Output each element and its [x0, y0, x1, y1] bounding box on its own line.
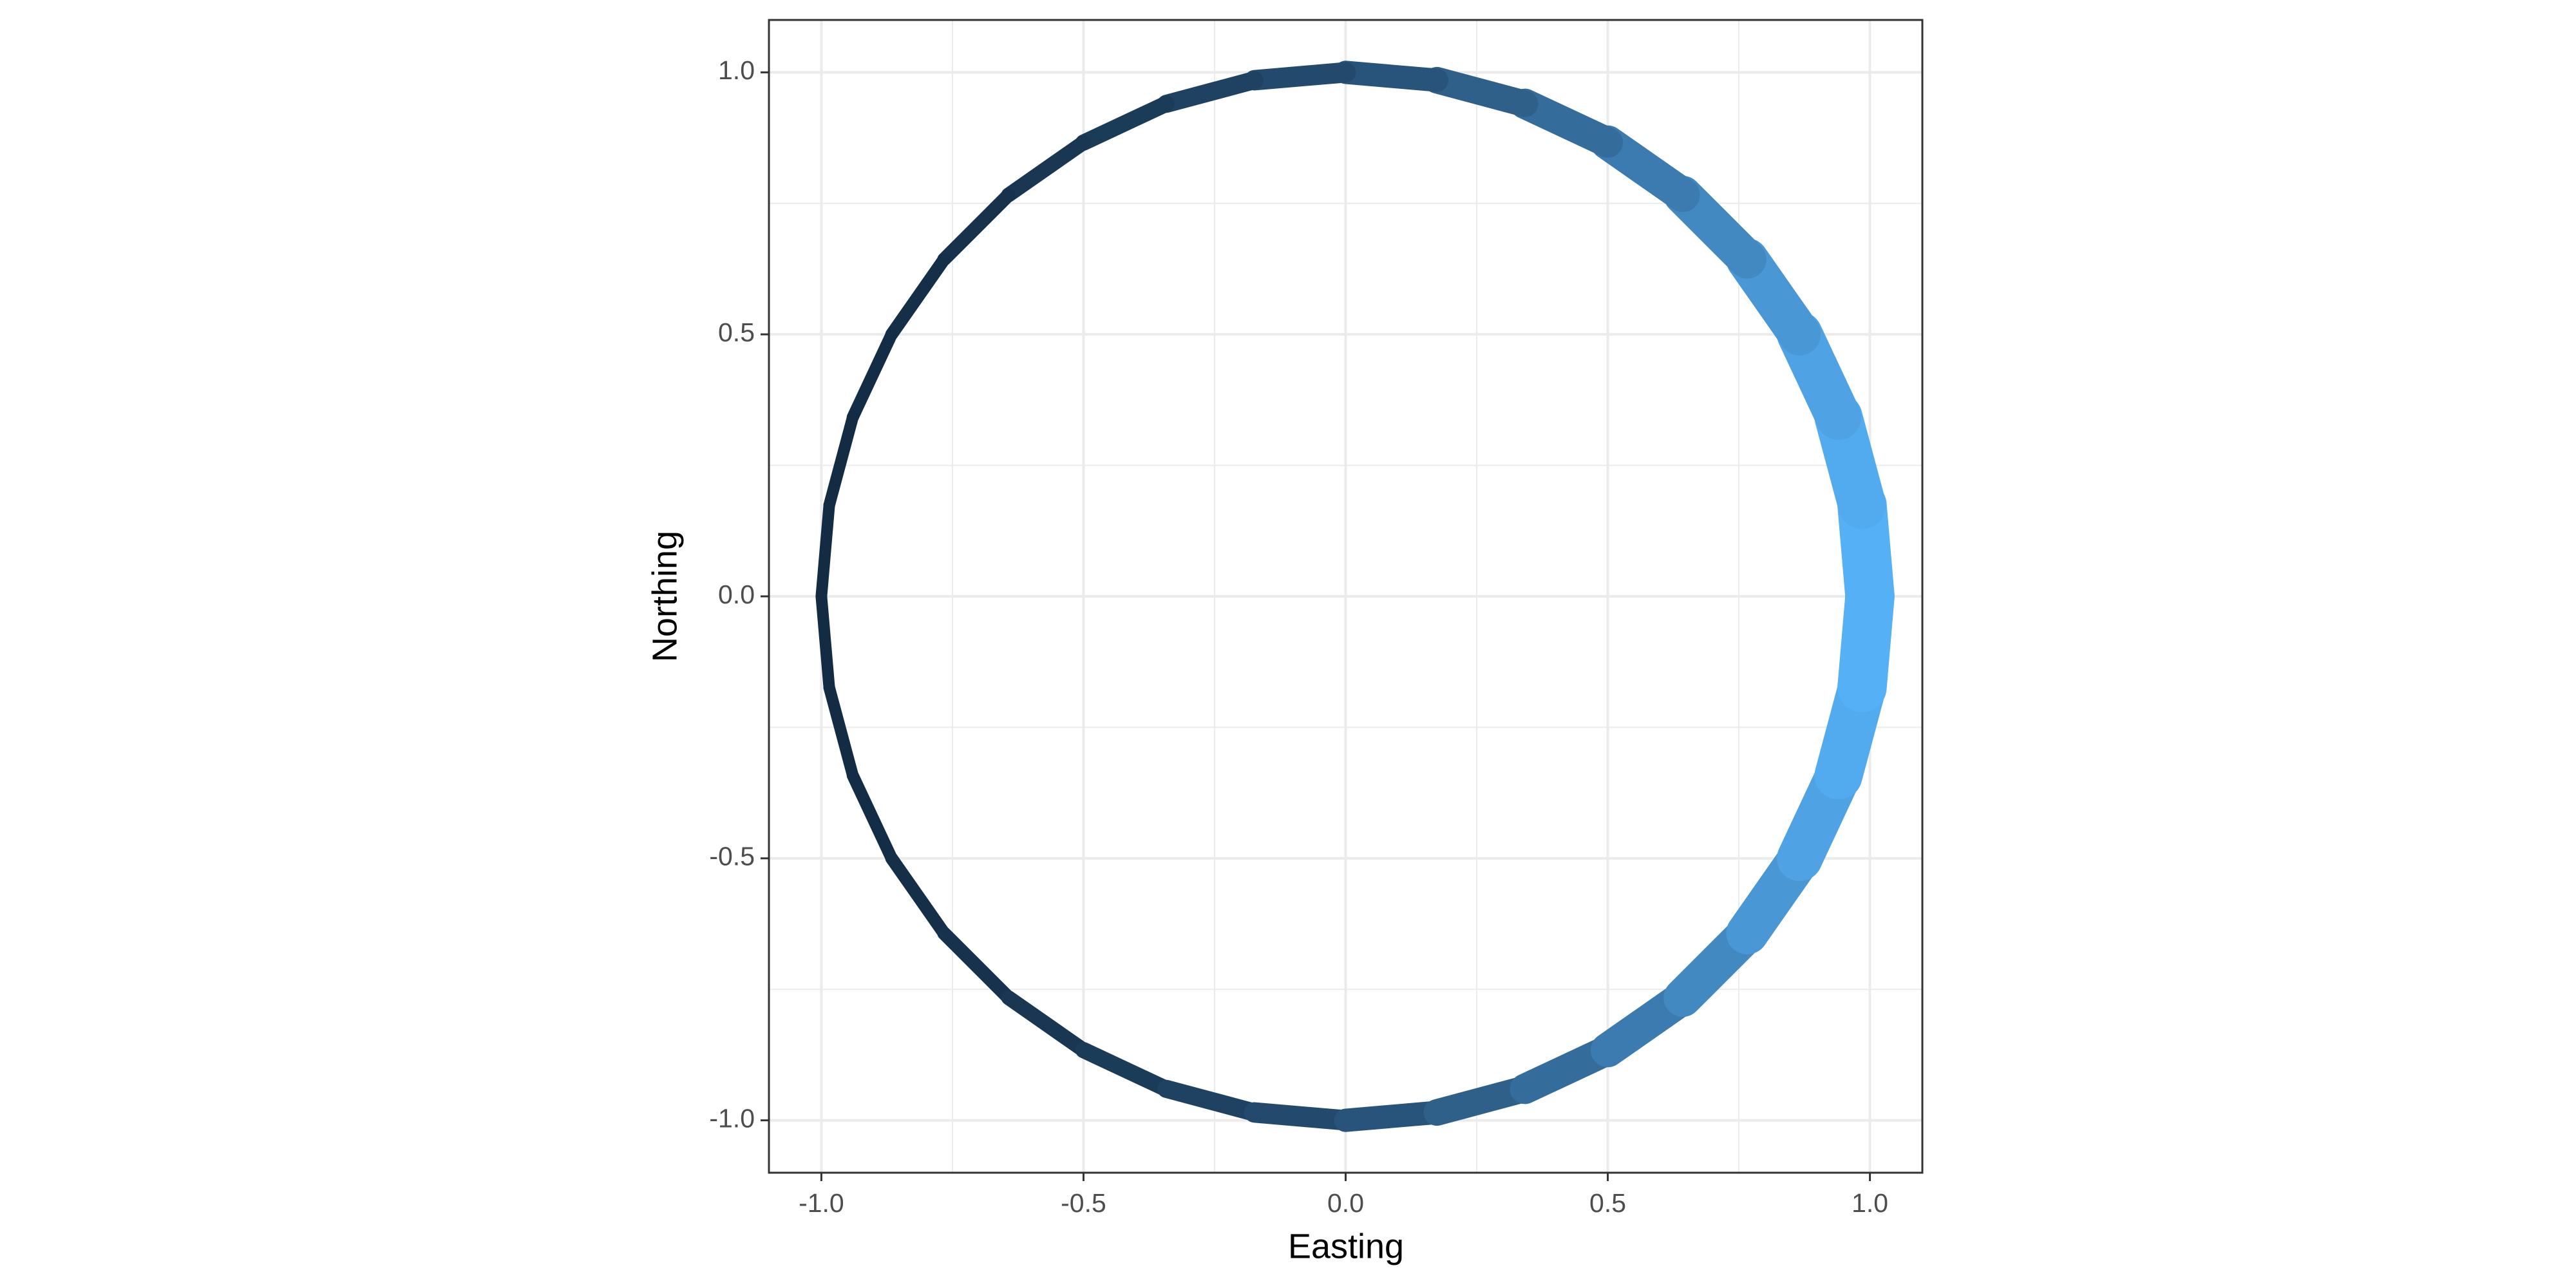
path-segment	[1157, 71, 1264, 113]
y-tick-label: 1.0	[718, 55, 755, 85]
path-segment	[1157, 1079, 1264, 1122]
x-tick-label: -1.0	[799, 1188, 844, 1218]
path-segment	[846, 328, 898, 424]
y-tick-label: 0.0	[718, 580, 755, 609]
path-segment	[937, 926, 1016, 1005]
path-segment	[1837, 571, 1895, 712]
y-tick-label: 0.5	[718, 317, 755, 347]
path-segment	[1244, 1102, 1356, 1131]
path-segment	[815, 591, 835, 694]
x-axis-title: Easting	[1288, 1227, 1404, 1265]
x-tick-label: -0.5	[1061, 1188, 1106, 1218]
path-segment	[815, 499, 835, 602]
path-segment	[1001, 990, 1091, 1058]
x-tick-label: 0.5	[1589, 1188, 1626, 1218]
path-segment	[885, 851, 951, 940]
path-segment	[823, 681, 859, 782]
x-tick-label: 1.0	[1852, 1188, 1888, 1218]
path-segment	[1075, 1041, 1175, 1097]
path-segment	[1075, 95, 1175, 151]
y-tick-label: -0.5	[709, 842, 755, 871]
y-tick-label: -1.0	[709, 1103, 755, 1133]
path-segment	[1001, 135, 1091, 203]
path-segment	[1244, 62, 1356, 91]
path-segment	[1590, 125, 1700, 213]
path-segment	[1423, 66, 1539, 117]
path-segment	[937, 188, 1016, 267]
x-tick-label: 0.0	[1327, 1188, 1364, 1218]
path-segment	[1510, 88, 1624, 158]
path-segment	[1334, 1101, 1449, 1132]
y-axis-title: Northing	[645, 531, 684, 662]
path-segment	[846, 769, 898, 865]
path-segment	[1423, 1075, 1539, 1126]
panel-border	[768, 19, 1924, 1174]
path-segment	[1334, 61, 1449, 92]
path-segment	[885, 252, 951, 341]
path-segment	[823, 411, 859, 511]
